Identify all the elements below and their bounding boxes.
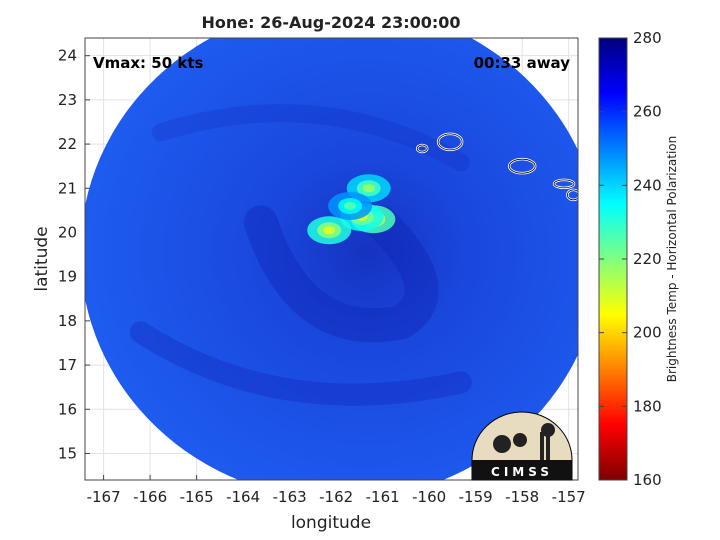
island-edge [508,158,536,174]
y-tick-label: 23 [58,91,77,109]
x-tick-label: -163 [273,488,307,506]
colorbar-label: Brightness Temp - Horizontal Polarizatio… [665,136,679,383]
rain-band [129,321,472,406]
x-tick-label: -157 [552,488,586,506]
island-edge [566,189,578,201]
y-tick-label: 24 [58,47,77,65]
x-tick-labels: -167 -166 -165 -164 -163 -162 -161 -160 -159 -158… [87,488,586,506]
x-tick-label: -167 [87,488,121,506]
vmax-annotation: Vmax: 50 kts [93,54,203,72]
x-tick-label: -160 [412,488,446,506]
y-tick-label: 19 [58,268,77,286]
x-tick-label: -165 [180,488,214,506]
cell-core [362,184,375,193]
cimss-logo: CIMSS [471,411,573,481]
colorbar-tick-label: 280 [633,29,662,47]
colorbar-tick-label: 240 [633,176,662,194]
y-tick-label: 17 [58,356,77,374]
y-tick-labels: 15 16 17 18 19 20 21 22 23 24 [58,47,77,463]
chart-title: Hone: 26-Aug-2024 23:00:00 [201,13,460,32]
y-tick-label: 21 [58,179,77,197]
y-tick-label: 15 [58,444,77,462]
colorbar-tick-labels: 160 180 200 220 240 260 280 [599,29,662,489]
island-edge [416,144,428,153]
colorbar-tick-label: 160 [633,471,662,489]
x-tick-label: -164 [226,488,260,506]
rain-band [243,205,439,343]
island-edge [437,133,463,151]
convective-cells [307,174,396,245]
time-offset-annotation: 00:33 away [474,54,571,72]
x-axis-label: longitude [291,513,371,533]
colorbar-tick-label: 180 [633,397,662,415]
x-tick-label: -161 [366,488,400,506]
y-tick-label: 22 [58,135,77,153]
y-axis-label: latitude [32,226,52,291]
rain-band [151,104,470,172]
x-tick-label: -162 [319,488,353,506]
cell-core [344,201,357,210]
y-tick-label: 16 [58,400,77,418]
y-tick-label: 20 [58,223,77,241]
cell-core [323,226,336,235]
island-edge [553,179,575,189]
colorbar-tick-label: 220 [633,250,662,268]
plot-frame [84,37,579,481]
logo-text: CIMSS [491,465,553,479]
x-tick-label: -158 [505,488,539,506]
y-tick-label: 18 [58,312,77,330]
colorbar-tick-label: 260 [633,103,662,121]
coastlines [415,132,578,202]
colorbar-tick-label: 200 [633,324,662,342]
x-tick-label: -166 [133,488,167,506]
x-tick-label: -159 [459,488,493,506]
